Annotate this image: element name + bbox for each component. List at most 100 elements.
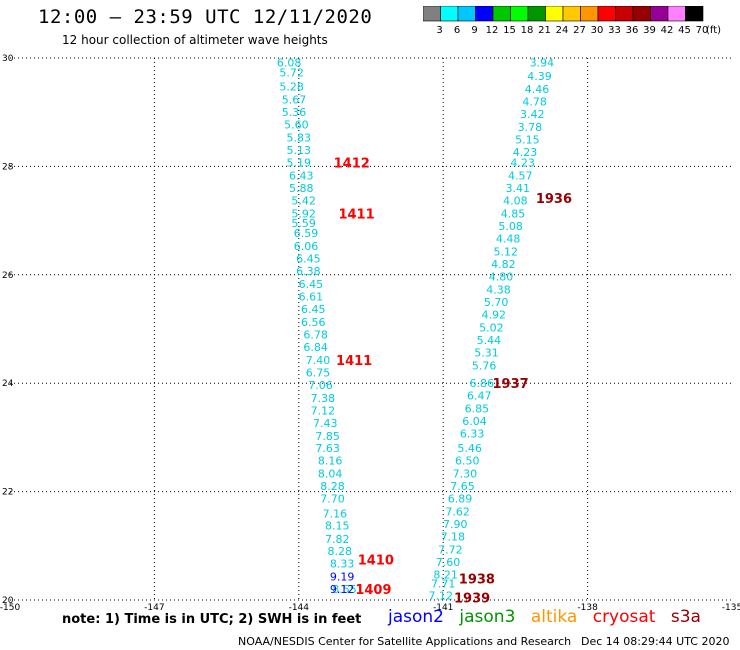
wave-height-label: 7.65 <box>450 480 475 493</box>
wave-height-label: 4.39 <box>527 70 552 83</box>
colorbar-tick-label: 27 <box>573 25 586 36</box>
pass-number-label: 1411 <box>336 354 372 369</box>
y-tick-label: 30 <box>2 54 14 64</box>
y-tick-label: 24 <box>2 379 14 389</box>
wave-height-label: 6.86 <box>469 377 494 390</box>
colorbar-swatch <box>423 6 441 22</box>
colorbar-swatch <box>580 6 599 22</box>
wave-height-label: 5.31 <box>474 346 499 359</box>
satellite-legend: jason2 jason3 altika cryosat s3a <box>388 607 711 627</box>
wave-height-label: 5.15 <box>515 133 540 146</box>
wave-height-label: 4.92 <box>481 308 506 321</box>
wave-height-label: 3.78 <box>518 121 543 134</box>
wave-height-label: 7.18 <box>441 531 466 544</box>
wave-height-label: 6.50 <box>455 455 480 468</box>
colorbar-swatch <box>562 6 581 22</box>
wave-height-label: 5.70 <box>484 296 509 309</box>
wave-height-label: 4.23 <box>513 146 538 159</box>
colorbar-tick-label: 36 <box>626 25 639 36</box>
colorbar-swatch <box>457 6 476 22</box>
chart-title: 12:00 — 23:59 UTC 12/11/2020 <box>38 6 373 28</box>
wave-height-label: 7.70 <box>320 493 345 506</box>
colorbar-unit: (ft) <box>706 25 721 36</box>
wave-height-label: 7.12 <box>429 590 454 603</box>
colorbar-tick-label: 33 <box>608 25 621 36</box>
wave-height-label: 7.43 <box>313 417 338 430</box>
wave-height-label: 4.23 <box>510 157 535 170</box>
wave-height-label: 5.42 <box>291 195 316 208</box>
wave-height-label: 6.59 <box>294 227 319 240</box>
colorbar-tick-label: 3 <box>436 25 442 36</box>
wave-height-label: 8.15 <box>325 520 350 533</box>
wave-height-label: 5.67 <box>282 94 307 107</box>
colorbar-swatch <box>440 6 459 22</box>
wave-height-label: 5.72 <box>279 67 304 80</box>
x-tick-label: -144 <box>289 603 310 613</box>
wave-height-label: 5.19 <box>287 157 312 170</box>
y-tick-label: 22 <box>2 488 13 498</box>
colorbar-tick-label: 45 <box>678 25 691 36</box>
wave-height-label: 7.90 <box>443 518 468 531</box>
y-tick-label: 20 <box>2 596 14 606</box>
wave-height-label: 7.85 <box>315 430 340 443</box>
wave-height-label: 4.82 <box>491 258 516 271</box>
wave-height-label: 7.30 <box>453 468 478 481</box>
x-tick-label: -138 <box>577 603 598 613</box>
wave-height-label: 6.61 <box>299 290 324 303</box>
timestamp: Dec 14 08:29:44 UTC 2020 <box>581 635 730 648</box>
wave-height-label: 6.45 <box>301 303 326 316</box>
colorbar-tick-label: 70 <box>696 25 709 36</box>
pass-number-label: 1937 <box>492 377 528 392</box>
x-tick-label: -147 <box>144 603 164 613</box>
pass-number-label: 1411 <box>338 208 374 223</box>
wave-height-label: 5.36 <box>282 106 307 119</box>
wave-height-label: 4.80 <box>489 270 514 283</box>
wave-height-label: 8.04 <box>318 468 343 481</box>
y-tick-label: 26 <box>2 271 14 281</box>
colorbar-swatch <box>527 6 546 22</box>
y-tick-label: 28 <box>2 162 14 172</box>
x-tick-label: -135 <box>722 603 740 613</box>
satellite-jason2: jason2 <box>388 607 444 627</box>
wave-height-label: 4.46 <box>525 83 550 96</box>
chart-subtitle: 12 hour collection of altimeter wave hei… <box>62 33 328 47</box>
wave-height-label: 6.45 <box>299 278 324 291</box>
wave-height-label: 5.60 <box>284 119 309 132</box>
wave-height-label: 5.76 <box>472 359 497 372</box>
wave-height-label: 8.28 <box>327 545 352 558</box>
satellite-cryosat: cryosat <box>592 607 656 627</box>
wave-height-label: 6.06 <box>294 240 319 253</box>
x-tick-label: -150 <box>0 603 20 613</box>
wave-height-label: 7.16 <box>323 507 348 520</box>
wave-height-label: 4.08 <box>503 195 528 208</box>
wave-height-label: 5.46 <box>457 442 482 455</box>
wave-height-label: 4.48 <box>496 232 521 245</box>
colorbar-swatch <box>650 6 669 22</box>
pass-number-label: 1936 <box>536 192 572 207</box>
colorbar-swatch <box>615 6 634 22</box>
colorbar-tick-label: 21 <box>538 25 551 36</box>
wave-height-label: 6.75 <box>306 366 331 379</box>
wave-height-label: 7.71 <box>431 578 456 591</box>
wave-height-label: 6.89 <box>448 493 473 506</box>
colorbar-swatch <box>545 6 564 22</box>
colorbar-swatch <box>492 6 511 22</box>
wave-height-label: 8.33 <box>330 558 355 571</box>
wave-height-label: 3.42 <box>520 108 545 121</box>
colorbar-tick-label: 18 <box>521 25 534 36</box>
wave-height-label: 8.55 <box>332 583 357 596</box>
wave-height-label: 5.02 <box>479 321 504 334</box>
wave-height-label: 5.44 <box>477 334 502 347</box>
wave-height-label: 6.56 <box>301 316 326 329</box>
colorbar-swatch <box>597 6 616 22</box>
wave-height-label: 5.28 <box>279 81 304 94</box>
wave-height-label: 7.06 <box>308 379 333 392</box>
wave-height-label: 4.57 <box>508 170 533 183</box>
wave-height-label: 6.33 <box>460 428 485 441</box>
colorbar-tick-label: 15 <box>503 25 516 36</box>
x-tick-label: -141 <box>433 603 453 613</box>
color-legend: 3 6 9 12 15 18 21 24 27 30 33 36 39 42 45 70(ft) <box>423 6 721 36</box>
wave-height-label: 7.62 <box>445 506 470 519</box>
colorbar-tick-label: 42 <box>661 25 674 36</box>
